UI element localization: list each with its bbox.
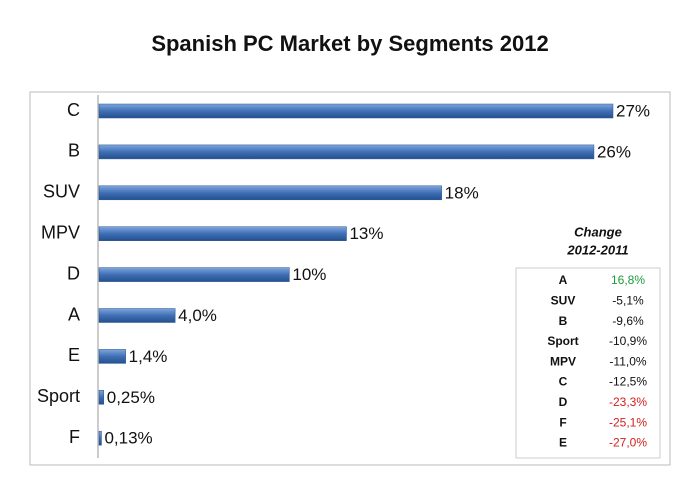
category-label: E [68,345,80,365]
bar [98,349,126,364]
data-label: 0,25% [107,388,155,407]
bar [98,144,595,160]
table-change: -5,1% [612,293,644,307]
change-table-frame [515,267,661,459]
table-change: -23,3% [609,395,647,409]
data-label: 4,0% [178,306,217,325]
bar [98,185,442,201]
table-segment: B [559,314,568,328]
table-change: -25,1% [609,415,647,429]
category-label: SUV [43,182,80,202]
category-label: A [68,304,80,324]
bar [98,390,105,405]
bar [98,103,614,119]
table-segment: SUV [551,293,576,307]
table-change: -9,6% [612,314,644,328]
table-change: -10,9% [609,334,647,348]
table-segment: A [559,273,568,287]
table-segment: C [559,375,568,389]
category-label: Sport [37,386,80,406]
table-change: -11,0% [609,354,646,368]
table-title: Change [574,224,622,239]
table-segment: Sport [547,334,578,348]
table-segment: D [559,395,568,409]
data-label: 26% [597,142,631,161]
category-label: D [67,263,80,283]
data-label: 13% [349,224,383,243]
data-label: 0,13% [104,429,152,448]
bar [98,226,347,241]
plot-frame [29,91,671,466]
table-segment: MPV [550,354,576,368]
chart-title: Spanish PC Market by Segments 2012 [151,31,548,56]
category-label: B [68,141,80,161]
bar [98,308,176,323]
data-label: 18% [445,183,479,202]
table-change: 16,8% [611,273,645,287]
bar [98,430,102,446]
category-label: MPV [41,222,80,242]
category-label: F [69,427,80,447]
bar [98,267,290,282]
table-change: -27,0% [609,436,647,450]
data-label: 10% [292,265,326,284]
table-change: -12,5% [609,375,647,389]
category-label: C [67,100,80,120]
table-segment: F [559,415,566,429]
data-label: 27% [616,101,650,120]
table-title: 2012-2011 [566,242,628,257]
table-segment: E [559,436,567,450]
data-label: 1,4% [129,347,168,366]
